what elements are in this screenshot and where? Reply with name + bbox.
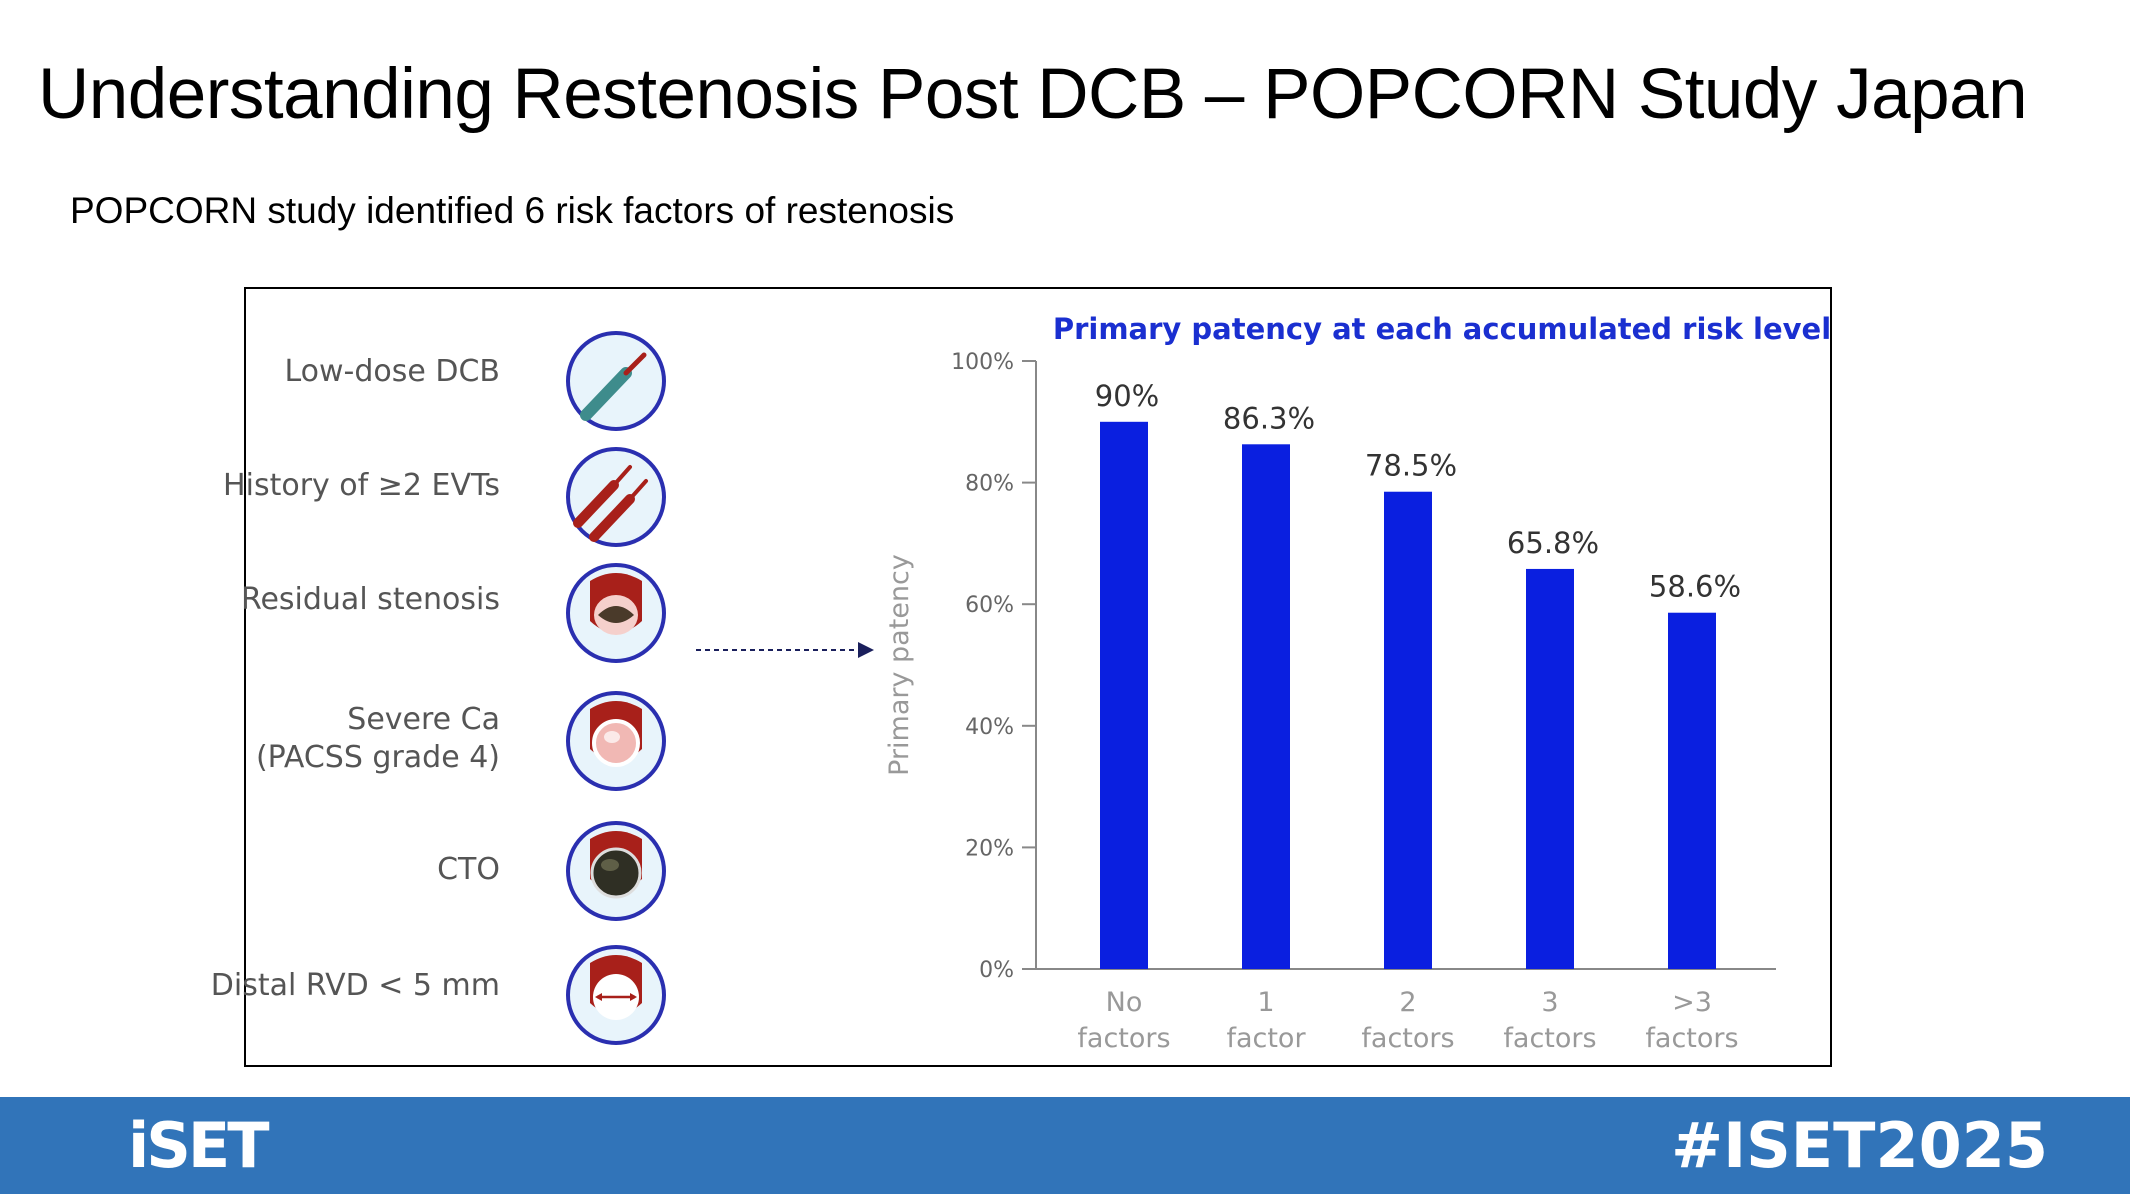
- bar: [1526, 568, 1574, 969]
- double-balloon-catheter-icon: [564, 445, 668, 549]
- bar-data-label: 90%: [1095, 379, 1159, 413]
- small-vessel-diameter-icon: [564, 943, 668, 1047]
- y-tick-label: 40%: [965, 715, 1014, 740]
- bar: [1668, 612, 1716, 969]
- chart-title: Primary patency at each accumulated risk…: [1053, 312, 1830, 346]
- x-tick-label: factors: [1077, 1023, 1170, 1054]
- x-tick-label: factors: [1361, 1023, 1454, 1054]
- risk-factor-label-cto: CTO: [437, 852, 500, 887]
- risk-factor-label-severe-ca: Severe Ca (PACSS grade 4): [255, 702, 500, 775]
- single-balloon-catheter-icon: [564, 329, 668, 433]
- y-tick-label: 100%: [951, 350, 1014, 375]
- risk-factor-label-history-evts: History of ≥2 EVTs: [223, 468, 500, 503]
- occluded-vessel-icon: [564, 819, 668, 923]
- bar: [1242, 444, 1290, 969]
- bar: [1384, 491, 1432, 969]
- bar-data-label: 86.3%: [1223, 401, 1315, 435]
- dashed-arrow-icon: [696, 642, 874, 658]
- x-tick-label: 1: [1257, 987, 1274, 1018]
- x-tick-label: factors: [1503, 1023, 1596, 1054]
- risk-factor-label-low-dose-dcb: Low-dose DCB: [284, 354, 500, 389]
- event-hashtag: #ISET2025: [1671, 1109, 2048, 1182]
- risk-factor-label-distal-rvd: Distal RVD < 5 mm: [210, 968, 500, 1003]
- bar-data-label: 65.8%: [1507, 526, 1599, 560]
- calcified-vessel-icon: [564, 689, 668, 793]
- bar-data-label: 78.5%: [1365, 449, 1457, 483]
- residual-stenosis-vessel-icon: [564, 561, 668, 665]
- primary-patency-chart: Primary patency at each accumulated risk…: [884, 312, 1830, 1054]
- x-tick-label: 2: [1399, 987, 1416, 1018]
- y-tick-label: 80%: [965, 472, 1014, 497]
- risk-factor-label-residual-stenosis: Residual stenosis: [240, 582, 500, 617]
- slide-subtitle: POPCORN study identified 6 risk factors …: [70, 190, 955, 231]
- bar-data-label: 58.6%: [1649, 570, 1741, 604]
- footer-bar: iSET #ISET2025: [0, 1097, 2130, 1194]
- y-tick-label: 0%: [979, 958, 1014, 983]
- y-tick-label: 20%: [965, 836, 1014, 861]
- iset-logo: iSET: [128, 1109, 270, 1182]
- x-tick-label: factor: [1226, 1023, 1306, 1054]
- x-tick-label: 3: [1541, 987, 1558, 1018]
- x-tick-label: factors: [1645, 1023, 1738, 1054]
- slide-title: Understanding Restenosis Post DCB – POPC…: [38, 55, 2028, 134]
- bar: [1100, 421, 1148, 969]
- figure-panel: Low-dose DCB History of ≥2 EVTs Residual…: [211, 287, 1832, 1067]
- x-tick-label: >3: [1672, 987, 1712, 1018]
- y-tick-label: 60%: [965, 593, 1014, 618]
- x-tick-label: No: [1106, 987, 1143, 1018]
- y-axis-label: Primary patency: [884, 554, 915, 776]
